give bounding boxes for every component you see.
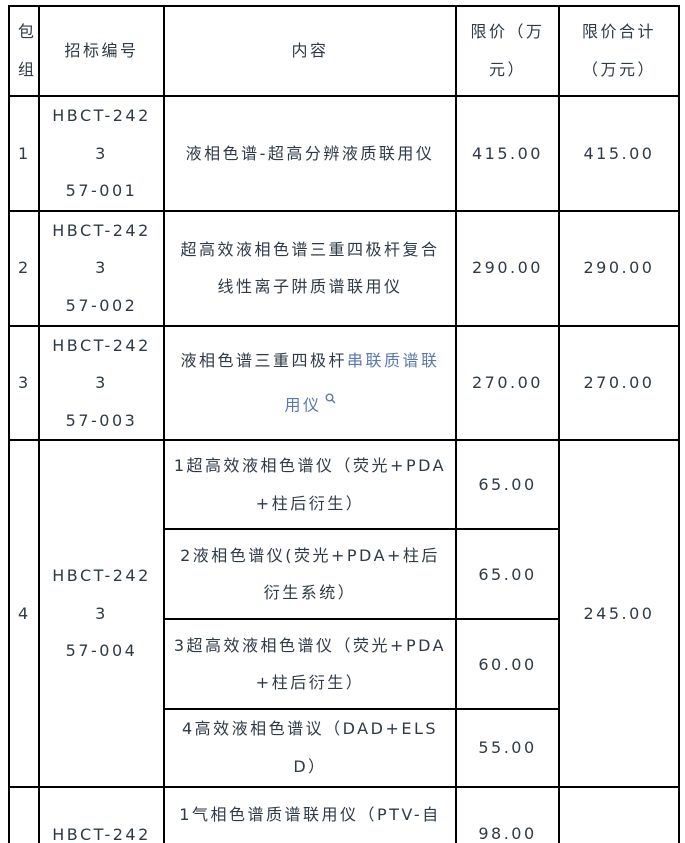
price-cell: 55.00 (455, 708, 560, 788)
price-cell: 60.00 (455, 618, 560, 711)
table-row: 2 HBCT-2423 57-002 超高效液相色谱三重四极杆复合线性离子阱质谱… (8, 209, 680, 327)
price-cell: 65.00 (455, 528, 560, 621)
table-row: 5 HBCT-2423 57-005 1气相色谱质谱联用仪（PTV-自动进样器）… (8, 785, 680, 843)
package-cell: 1 (8, 95, 40, 212)
header-content: 内容 (163, 5, 457, 97)
bid-number-line2: 57-002 (65, 295, 138, 315)
package-cell: 5 (8, 785, 40, 843)
bid-number-cell: HBCT-2423 57-003 (38, 324, 165, 442)
package-cell: 2 (8, 209, 40, 327)
bid-number-cell: HBCT-2423 57-002 (38, 209, 165, 327)
header-price-total: 限价合计 （万元） (558, 5, 680, 97)
price-cell: 290.00 (455, 209, 560, 327)
header-price-limit: 限价（万 元） (455, 5, 560, 97)
bid-number-line1: HBCT-2423 (52, 335, 151, 393)
table-row: 1 HBCT-2423 57-001 液相色谱-超高分辨液质联用仪 415.00… (8, 95, 680, 212)
total-cell: 290.00 (558, 209, 680, 327)
bid-price-table: 包 组 招标编号 内容 限价（万 元） 限价合计 （万元） 1 HBCT-242… (8, 5, 680, 843)
content-cell: 4高效液相色谱议（DAD+ELSD） (163, 708, 457, 788)
content-search-link[interactable]: 串联质谱联用仪 (284, 351, 440, 415)
table-row: 3超高效液相色谱仪（荧光+PDA+柱后衍生） 60.00 (9, 618, 679, 711)
table-row: 4高效液相色谱议（DAD+ELSD） 55.00 (9, 708, 679, 788)
price-cell: 65.00 (455, 439, 560, 531)
content-text: 液相色谱三重四极杆 (180, 351, 347, 371)
header-package-line1: 包 (18, 22, 37, 42)
package-cell: 3 (8, 324, 40, 442)
header-package-line2: 组 (18, 60, 37, 79)
total-cell: 415.00 (558, 95, 680, 212)
bid-number-line2: 57-003 (65, 410, 138, 430)
bid-number-line1: HBCT-2423 (52, 566, 151, 623)
bid-number-line2: 57-004 (65, 641, 138, 661)
bid-number-line1: HBCT-2423 (52, 824, 151, 843)
bid-number-cell: HBCT-2423 57-004 (38, 439, 165, 788)
total-cell: 245.00 (558, 439, 680, 788)
bid-number-line1: HBCT-2423 (52, 220, 151, 278)
content-cell: 1超高效液相色谱仪（荧光+PDA+柱后衍生） (163, 439, 457, 531)
bid-number-line1: HBCT-2423 (52, 106, 151, 163)
content-cell: 超高效液相色谱三重四极杆复合线性离子阱质谱联用仪 (163, 209, 457, 327)
header-bid-number: 招标编号 (38, 5, 165, 97)
price-cell: 270.00 (455, 324, 560, 442)
header-row: 包 组 招标编号 内容 限价（万 元） 限价合计 （万元） (8, 5, 680, 97)
content-cell: 液相色谱-超高分辨液质联用仪 (163, 95, 457, 212)
content-cell: 1气相色谱质谱联用仪（PTV-自动进样器） (163, 785, 457, 843)
header-price-total-line1: 限价合计 (581, 22, 656, 42)
bid-number-cell: HBCT-2423 57-001 (38, 95, 165, 212)
price-cell: 415.00 (455, 95, 560, 212)
bid-number-line2: 57-001 (65, 181, 138, 201)
total-cell: 218.00 (558, 785, 680, 843)
content-cell: 3超高效液相色谱仪（荧光+PDA+柱后衍生） (163, 618, 457, 711)
header-price-total-line2: （万元） (581, 60, 656, 79)
bid-number-cell: HBCT-2423 57-005 (38, 785, 165, 843)
total-cell: 270.00 (558, 324, 680, 442)
table-row: 3 HBCT-2423 57-003 液相色谱三重四极杆串联质谱联用仪 270.… (8, 324, 680, 442)
content-cell: 2液相色谱仪(荧光+PDA+柱后衍生系统） (163, 528, 457, 621)
price-cell: 98.00 (455, 785, 560, 843)
table-row: 2液相色谱仪(荧光+PDA+柱后衍生系统） 65.00 (9, 528, 679, 621)
search-icon[interactable] (325, 380, 336, 418)
content-cell: 液相色谱三重四极杆串联质谱联用仪 (163, 324, 457, 442)
header-package: 包 组 (8, 5, 40, 97)
package-cell: 4 (8, 439, 40, 788)
table-row: 4 HBCT-2423 57-004 1超高效液相色谱仪（荧光+PDA+柱后衍生… (8, 439, 680, 788)
header-price-limit-line1: 限价（万 (470, 22, 545, 42)
header-price-limit-line2: 元） (488, 60, 526, 79)
